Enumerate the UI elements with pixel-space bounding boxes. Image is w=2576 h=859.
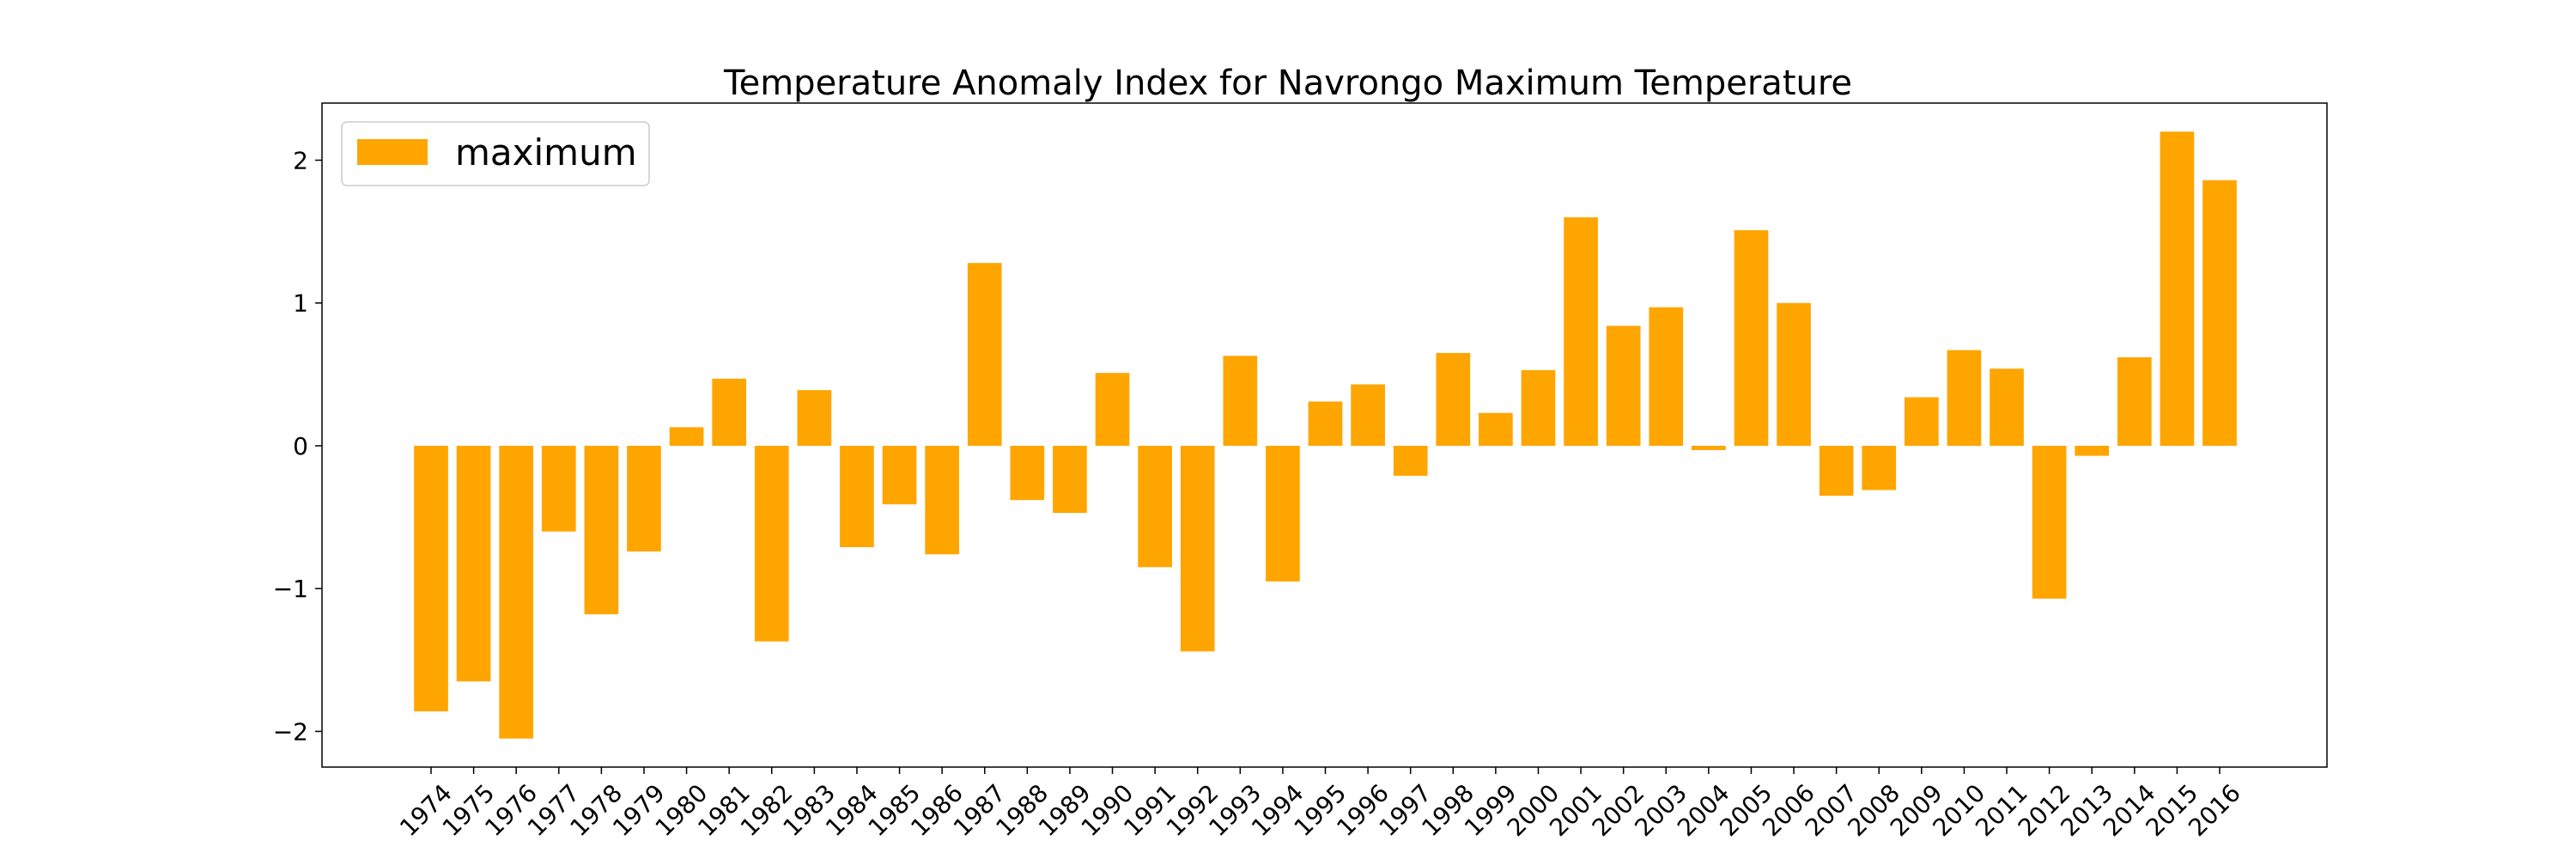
bar-1985 bbox=[882, 445, 917, 505]
bar-1976 bbox=[499, 445, 534, 739]
bar-2008 bbox=[1862, 445, 1897, 490]
bar-2015 bbox=[2160, 131, 2195, 446]
bar-1974 bbox=[414, 445, 448, 712]
bar-2007 bbox=[1819, 445, 1854, 497]
bar-2002 bbox=[1606, 326, 1641, 446]
bar-1996 bbox=[1351, 384, 1385, 446]
legend-swatch bbox=[357, 139, 428, 165]
x-axis: 1974197519761977197819791980198119821983… bbox=[394, 767, 2246, 842]
y-tick-label: 0 bbox=[293, 432, 308, 460]
bar-1978 bbox=[584, 445, 619, 615]
bar-1987 bbox=[967, 263, 1002, 446]
bar-1994 bbox=[1266, 445, 1300, 582]
bar-2001 bbox=[1564, 216, 1598, 446]
bar-1988 bbox=[1010, 445, 1045, 501]
bar-1981 bbox=[712, 378, 747, 446]
bar-1999 bbox=[1479, 412, 1513, 446]
bar-1979 bbox=[627, 445, 661, 551]
plot-frame bbox=[321, 102, 2328, 768]
bar-1983 bbox=[797, 390, 832, 446]
bar-1986 bbox=[925, 445, 959, 555]
bar-1984 bbox=[840, 445, 874, 547]
bar-1997 bbox=[1393, 445, 1428, 476]
bar-2014 bbox=[2117, 356, 2152, 446]
chart-title: Temperature Anomaly Index for Navrongo M… bbox=[723, 64, 1852, 103]
bar-2011 bbox=[1990, 369, 2024, 446]
bar-1989 bbox=[1053, 445, 1087, 514]
legend-label: maximum bbox=[455, 131, 637, 174]
y-tick-label: 1 bbox=[293, 289, 308, 318]
legend: maximum bbox=[341, 121, 650, 186]
bars-group bbox=[414, 131, 2237, 739]
legend-box bbox=[341, 121, 650, 186]
bar-2010 bbox=[1947, 350, 1982, 446]
bar-2013 bbox=[2075, 445, 2110, 456]
y-axis: −2 −1 0 1 2 bbox=[273, 146, 322, 746]
bar-1993 bbox=[1223, 356, 1258, 446]
bar-1995 bbox=[1308, 401, 1343, 446]
bar-1991 bbox=[1138, 445, 1172, 568]
y-tick-label: 2 bbox=[293, 146, 308, 174]
y-tick-label: −2 bbox=[273, 717, 308, 746]
bar-1980 bbox=[669, 427, 704, 446]
bar-2003 bbox=[1649, 307, 1684, 446]
bar-1977 bbox=[541, 445, 576, 532]
y-tick-label: −1 bbox=[273, 575, 308, 603]
bar-2012 bbox=[2032, 445, 2067, 599]
bar-1992 bbox=[1180, 445, 1215, 652]
bar-2016 bbox=[2202, 180, 2237, 446]
bar-2009 bbox=[1904, 397, 1939, 446]
bar-1982 bbox=[754, 445, 789, 642]
bar-2004 bbox=[1692, 445, 1726, 450]
bar-2006 bbox=[1777, 302, 1811, 446]
bar-1998 bbox=[1436, 352, 1471, 446]
bar-2000 bbox=[1521, 369, 1556, 446]
bar-1990 bbox=[1095, 373, 1130, 446]
bar-1975 bbox=[456, 445, 491, 682]
bar-2005 bbox=[1734, 229, 1769, 446]
